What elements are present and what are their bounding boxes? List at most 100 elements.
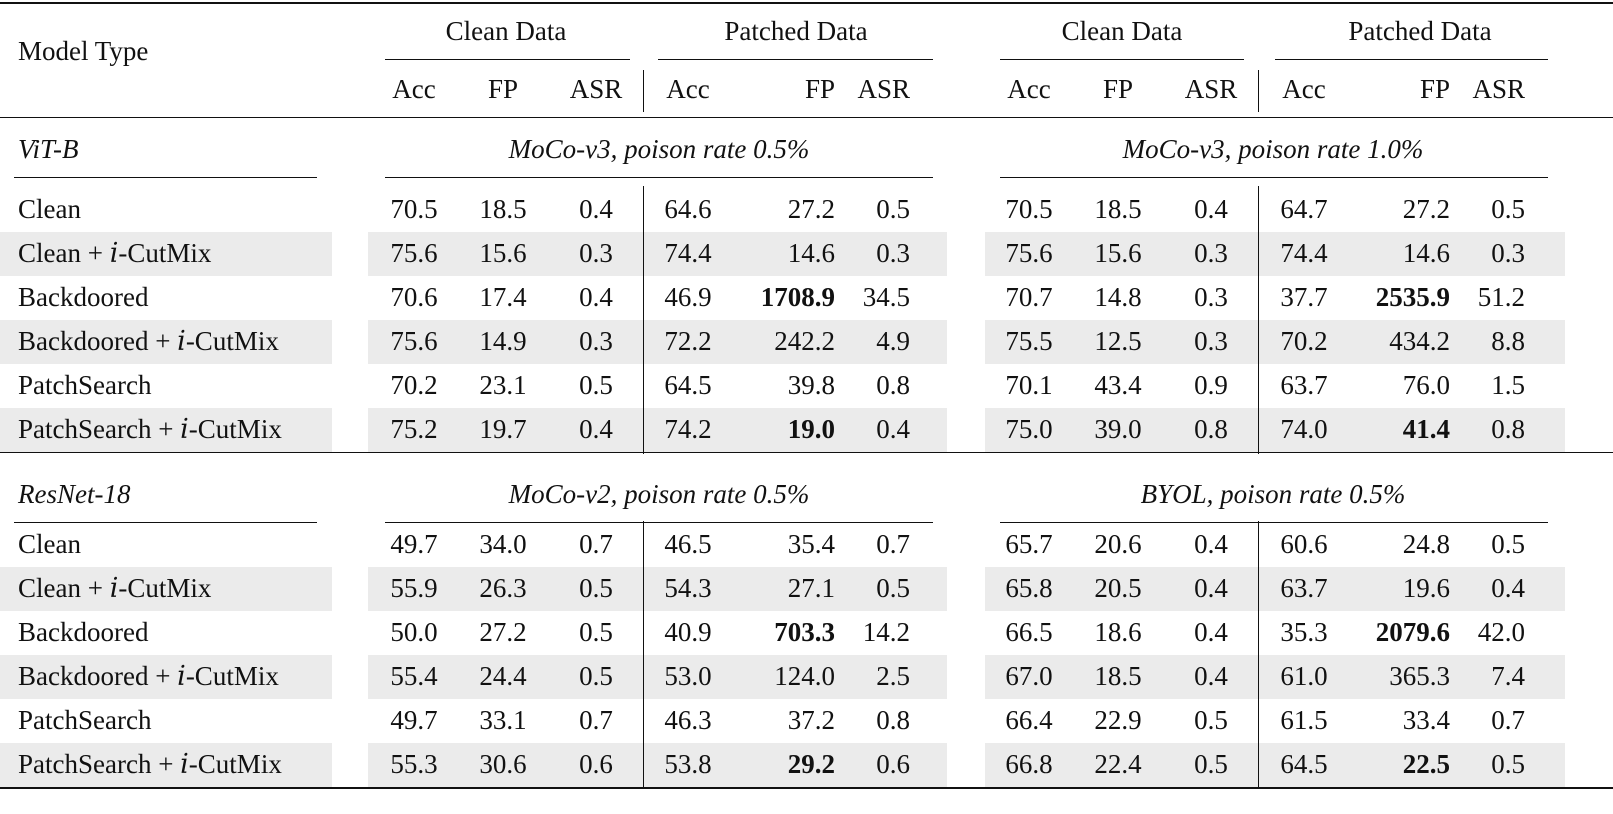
column-header: FP: [1419, 74, 1450, 104]
table-cell: 4.9: [876, 326, 910, 356]
row-shade: [368, 567, 947, 611]
table-cell: 64.5: [664, 370, 712, 400]
table-cell: 0.7: [1491, 705, 1525, 735]
table-cell: 365.3: [1389, 661, 1450, 691]
table-cell: 0.3: [1194, 282, 1228, 312]
header-divider: [1258, 70, 1259, 112]
table-cell: 46.3: [664, 705, 712, 735]
row-shade: [368, 408, 947, 452]
table-cell: 0.4: [1491, 573, 1525, 603]
table-cell: 0.8: [1491, 414, 1525, 444]
row-shade: [0, 567, 332, 611]
table-cell: 65.8: [1005, 573, 1053, 603]
table-cell: 0.4: [1194, 617, 1228, 647]
table-cell: 66.5: [1005, 617, 1053, 647]
table-cell: 64.5: [1280, 749, 1328, 779]
section-rule: [0, 452, 1613, 453]
table-cell: 66.4: [1005, 705, 1053, 735]
table-cell: 0.4: [1194, 529, 1228, 559]
group-underline: [1275, 59, 1548, 60]
table-cell: 34.5: [862, 282, 910, 312]
table-cell: 0.5: [579, 573, 613, 603]
table-cell: 14.9: [479, 326, 527, 356]
table-cell: 18.5: [1094, 661, 1142, 691]
table-cell: 27.2: [479, 617, 527, 647]
row-shade: [0, 408, 332, 452]
table-cell: 35.3: [1280, 617, 1328, 647]
setting-underline: [385, 522, 933, 523]
table-cell: 2535.9: [1375, 282, 1450, 312]
table-cell: 20.6: [1094, 529, 1142, 559]
table-cell: 75.2: [390, 414, 438, 444]
table-cell: 22.4: [1094, 749, 1142, 779]
table-cell: 17.4: [479, 282, 527, 312]
setting-label: MoCo-v2, poison rate 0.5%: [508, 479, 810, 509]
table-cell: 24.4: [479, 661, 527, 691]
table-cell: 70.5: [1005, 194, 1053, 224]
column-header: ASR: [1472, 74, 1525, 104]
table-cell: 0.3: [1491, 238, 1525, 268]
table-cell: 0.5: [579, 370, 613, 400]
table-cell: 0.5: [876, 573, 910, 603]
table-cell: 64.7: [1280, 194, 1328, 224]
column-divider: [643, 521, 644, 789]
table-cell: 0.5: [1491, 529, 1525, 559]
table-cell: 49.7: [390, 529, 438, 559]
row-shade: [985, 655, 1565, 699]
table-cell: 74.0: [1280, 414, 1328, 444]
table-cell: 75.5: [1005, 326, 1053, 356]
method-name: Clean: [18, 529, 81, 559]
table-cell: 42.0: [1477, 617, 1525, 647]
table-cell: 14.6: [787, 238, 835, 268]
table-cell: 40.9: [664, 617, 712, 647]
column-header: ASR: [569, 74, 623, 104]
table-cell: 18.5: [1094, 194, 1142, 224]
table-cell: 55.4: [390, 661, 438, 691]
table-cell: 26.3: [479, 573, 527, 603]
method-name: Backdoored + 𝑖-CutMix: [18, 326, 279, 356]
table-cell: 39.8: [787, 370, 835, 400]
row-shade: [0, 232, 332, 276]
group-header: Clean Data: [445, 16, 567, 46]
table-cell: 0.3: [876, 238, 910, 268]
table-cell: 0.7: [579, 529, 613, 559]
table-cell: 75.6: [390, 238, 438, 268]
row-shade: [985, 743, 1565, 787]
method-name: Backdoored: [18, 617, 149, 647]
table-cell: 8.8: [1491, 326, 1525, 356]
table-cell: 55.9: [390, 573, 438, 603]
table-cell: 0.5: [579, 617, 613, 647]
table-cell: 24.8: [1402, 529, 1450, 559]
table-cell: 0.4: [1194, 573, 1228, 603]
method-name: Backdoored: [18, 282, 149, 312]
table-cell: 12.5: [1094, 326, 1142, 356]
table-cell: 0.4: [579, 194, 613, 224]
table-cell: 43.4: [1094, 370, 1142, 400]
row-shade: [0, 655, 332, 699]
table-cell: 124.0: [774, 661, 835, 691]
table-cell: 19.7: [479, 414, 527, 444]
column-header: ASR: [1184, 74, 1238, 104]
table-cell: 18.5: [479, 194, 527, 224]
table-cell: 70.2: [1280, 326, 1328, 356]
table-cell: 64.6: [664, 194, 712, 224]
table-cell: 0.5: [579, 661, 613, 691]
table-cell: 61.0: [1280, 661, 1328, 691]
column-divider: [643, 186, 644, 454]
table-cell: 0.5: [1194, 749, 1228, 779]
table-cell: 14.6: [1402, 238, 1450, 268]
table-cell: 74.4: [664, 238, 712, 268]
column-header: Acc: [1282, 74, 1326, 104]
model-type-header: Model Type: [18, 36, 149, 66]
row-shade: [985, 320, 1565, 364]
method-name: Clean: [18, 194, 81, 224]
setting-underline: [1000, 522, 1548, 523]
table-cell: 0.4: [876, 414, 910, 444]
table-cell: 0.6: [876, 749, 910, 779]
table-cell: 46.5: [664, 529, 712, 559]
column-header: Acc: [392, 74, 436, 104]
setting-label: BYOL, poison rate 0.5%: [1140, 479, 1406, 509]
table-cell: 33.4: [1402, 705, 1450, 735]
setting-underline: [385, 177, 933, 178]
